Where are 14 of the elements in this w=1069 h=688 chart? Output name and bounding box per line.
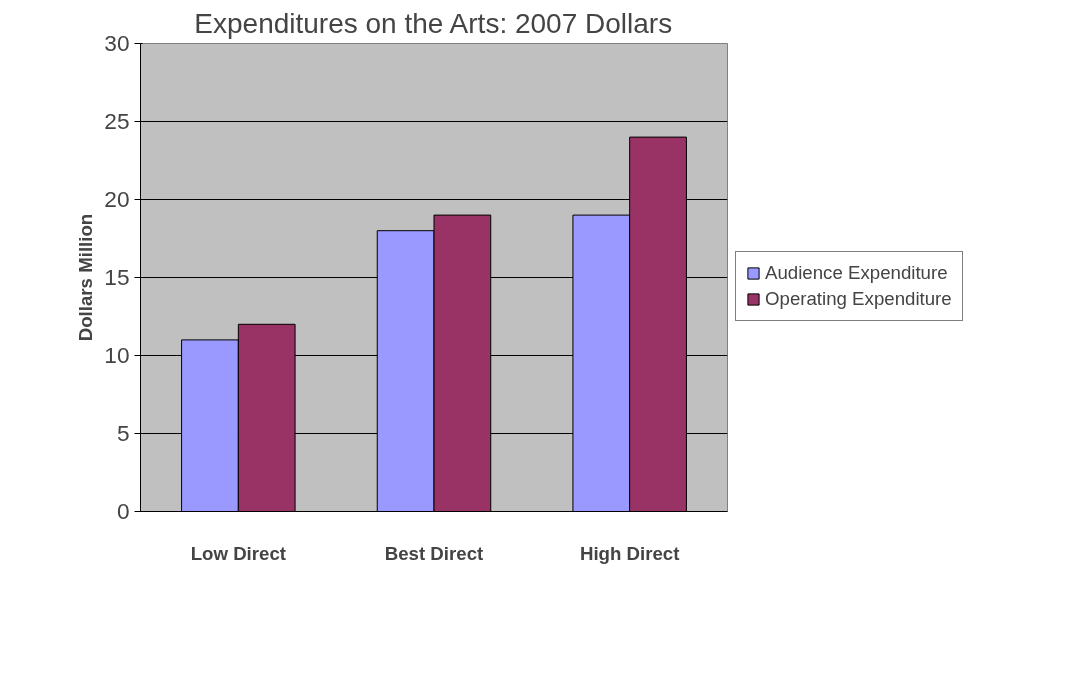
legend-label: Audience Expenditure bbox=[765, 262, 948, 284]
y-axis-title: Dollars Million bbox=[75, 213, 97, 342]
x-tick-label: Best Direct bbox=[384, 542, 484, 564]
y-tick-label: 25 bbox=[104, 108, 130, 134]
x-tick-label: Low Direct bbox=[190, 542, 287, 564]
x-tick-label: High Direct bbox=[579, 542, 680, 564]
y-tick-label: 5 bbox=[116, 420, 130, 446]
y-tick-label: 15 bbox=[104, 264, 130, 290]
legend-label: Operating Expenditure bbox=[765, 288, 952, 310]
chart-title: Expenditures on the Arts: 2007 Dollars bbox=[194, 7, 673, 39]
y-tick-label: 30 bbox=[104, 30, 130, 56]
y-tick-label: 0 bbox=[116, 498, 130, 524]
y-tick-label: 20 bbox=[104, 186, 130, 212]
y-tick-label: 10 bbox=[104, 342, 130, 368]
